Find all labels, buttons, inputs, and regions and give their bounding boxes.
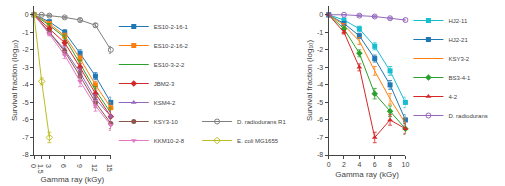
svg-text:D. radiodurans: D. radiodurans bbox=[448, 113, 487, 119]
svg-text:BS3-4-1: BS3-4-1 bbox=[448, 75, 471, 81]
svg-text:-7: -7 bbox=[317, 134, 323, 141]
svg-text:-8: -8 bbox=[22, 151, 28, 158]
svg-text:4-2: 4-2 bbox=[448, 94, 457, 100]
svg-text:0: 0 bbox=[25, 11, 29, 18]
svg-text:Survival fraction (log₁₀): Survival fraction (log₁₀) bbox=[10, 40, 19, 121]
svg-text:-5: -5 bbox=[22, 99, 28, 106]
svg-text:KKM10-2-8: KKM10-2-8 bbox=[154, 138, 185, 144]
svg-text:ES10-3-2-2: ES10-3-2-2 bbox=[154, 62, 185, 68]
svg-text:D. radiodurans R1: D. radiodurans R1 bbox=[237, 119, 286, 125]
svg-text:-1: -1 bbox=[317, 29, 323, 36]
svg-text:E. coli MG1655: E. coli MG1655 bbox=[237, 138, 279, 144]
svg-text:-2: -2 bbox=[317, 46, 323, 53]
svg-text:ES10-2-16-1: ES10-2-16-1 bbox=[154, 24, 189, 30]
svg-text:1.5: 1.5 bbox=[37, 164, 44, 174]
svg-text:0: 0 bbox=[319, 11, 323, 18]
svg-text:JBM2-3: JBM2-3 bbox=[154, 81, 175, 87]
svg-text:ES10-2-16-2: ES10-2-16-2 bbox=[154, 43, 189, 49]
svg-text:HJ2-11: HJ2-11 bbox=[448, 18, 468, 24]
svg-text:Survival fraction (log₁₀): Survival fraction (log₁₀) bbox=[305, 40, 314, 121]
svg-text:-7: -7 bbox=[22, 134, 28, 141]
svg-text:-4: -4 bbox=[22, 81, 28, 88]
svg-text:-3: -3 bbox=[317, 64, 323, 71]
svg-text:Gamma ray (kGy): Gamma ray (kGy) bbox=[335, 170, 399, 179]
svg-text:KSY3-2: KSY3-2 bbox=[448, 56, 469, 62]
svg-text:6: 6 bbox=[60, 164, 67, 168]
svg-text:6: 6 bbox=[373, 161, 377, 168]
svg-text:3: 3 bbox=[45, 164, 52, 168]
svg-text:KSM4-2: KSM4-2 bbox=[154, 100, 176, 106]
svg-text:Gamma ray (kGy): Gamma ray (kGy) bbox=[41, 175, 105, 184]
svg-text:-8: -8 bbox=[317, 151, 323, 158]
svg-text:15: 15 bbox=[106, 164, 113, 172]
svg-text:-6: -6 bbox=[317, 116, 323, 123]
svg-text:-4: -4 bbox=[317, 81, 323, 88]
svg-text:8: 8 bbox=[388, 161, 392, 168]
svg-text:0: 0 bbox=[30, 164, 37, 168]
svg-text:12: 12 bbox=[91, 164, 98, 172]
svg-text:4: 4 bbox=[357, 161, 361, 168]
svg-text:10: 10 bbox=[402, 161, 410, 168]
svg-text:-2: -2 bbox=[22, 46, 28, 53]
svg-text:-3: -3 bbox=[22, 64, 28, 71]
svg-text:HJ2-21: HJ2-21 bbox=[448, 37, 468, 43]
svg-text:-1: -1 bbox=[22, 29, 28, 36]
svg-text:2: 2 bbox=[342, 161, 346, 168]
svg-text:KSY3-10: KSY3-10 bbox=[154, 119, 179, 125]
svg-text:0: 0 bbox=[327, 161, 331, 168]
svg-text:9: 9 bbox=[76, 164, 83, 168]
svg-text:-6: -6 bbox=[22, 116, 28, 123]
svg-text:-5: -5 bbox=[317, 99, 323, 106]
